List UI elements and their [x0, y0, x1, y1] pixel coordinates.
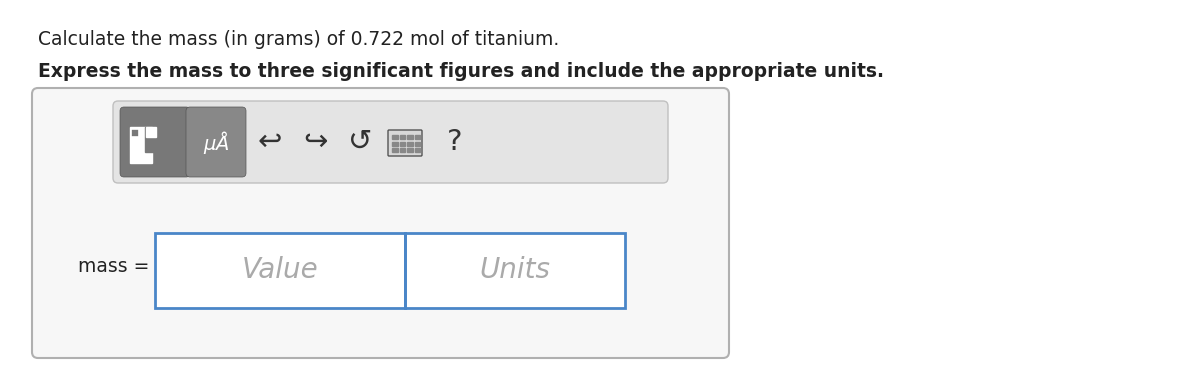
- Text: Calculate the mass (in grams) of 0.722 mol of titanium.: Calculate the mass (in grams) of 0.722 m…: [38, 30, 560, 49]
- Text: Units: Units: [480, 256, 550, 284]
- Bar: [415, 148, 420, 152]
- Bar: [407, 141, 413, 145]
- Bar: [392, 135, 397, 139]
- Bar: [415, 135, 420, 139]
- FancyBboxPatch shape: [120, 107, 190, 177]
- Text: mass =: mass =: [78, 258, 150, 276]
- Bar: [145, 127, 159, 152]
- Bar: [130, 127, 152, 163]
- Bar: [399, 148, 405, 152]
- FancyBboxPatch shape: [187, 107, 246, 177]
- FancyBboxPatch shape: [32, 88, 730, 358]
- Bar: [132, 129, 139, 137]
- Bar: [146, 127, 155, 137]
- Text: $\mu\AA$: $\mu\AA$: [202, 128, 230, 155]
- Text: ↪: ↪: [303, 128, 328, 156]
- Bar: [407, 135, 413, 139]
- Text: ↺: ↺: [348, 128, 372, 156]
- Bar: [155, 233, 405, 308]
- Bar: [392, 148, 397, 152]
- Text: ↩: ↩: [258, 128, 282, 156]
- Text: Value: Value: [242, 256, 318, 284]
- Bar: [399, 141, 405, 145]
- Bar: [392, 141, 397, 145]
- Bar: [399, 135, 405, 139]
- Bar: [405, 233, 626, 308]
- FancyBboxPatch shape: [112, 101, 669, 183]
- FancyBboxPatch shape: [388, 130, 422, 156]
- Bar: [407, 148, 413, 152]
- Bar: [415, 141, 420, 145]
- Text: Express the mass to three significant figures and include the appropriate units.: Express the mass to three significant fi…: [38, 62, 884, 81]
- Text: ?: ?: [447, 128, 463, 156]
